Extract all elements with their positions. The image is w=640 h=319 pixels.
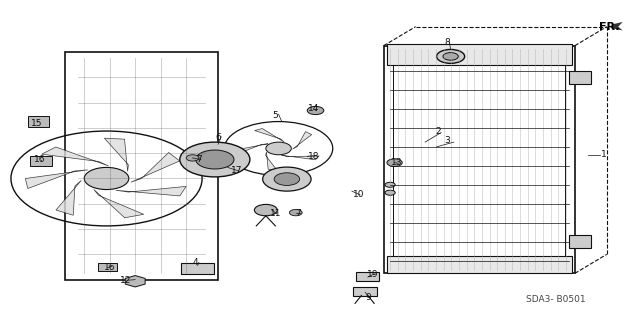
Text: 13: 13 [390,158,402,167]
Text: 9: 9 [365,293,371,301]
Circle shape [196,150,234,169]
Text: 8: 8 [445,38,451,47]
Circle shape [180,142,250,177]
Circle shape [84,167,129,189]
Text: 15: 15 [31,119,42,128]
Text: 7: 7 [295,209,301,218]
Polygon shape [255,129,284,142]
Circle shape [254,204,277,216]
Text: 16: 16 [104,263,115,271]
Polygon shape [131,152,180,182]
Text: SDA3- B0501: SDA3- B0501 [526,295,586,304]
Text: 5: 5 [273,111,278,120]
FancyBboxPatch shape [387,44,572,65]
Text: 1: 1 [601,150,607,159]
Text: 10: 10 [353,190,364,199]
FancyBboxPatch shape [181,263,214,274]
Circle shape [385,182,395,187]
Polygon shape [42,147,108,166]
Text: FR.: FR. [599,22,620,32]
Text: 16: 16 [34,155,45,164]
Circle shape [266,142,291,155]
Polygon shape [282,155,319,160]
Text: 3: 3 [445,136,451,145]
Text: 11: 11 [269,209,281,218]
Circle shape [443,53,458,60]
Circle shape [385,190,395,195]
FancyBboxPatch shape [99,263,117,271]
Text: 2: 2 [435,127,441,136]
Text: 19: 19 [367,271,379,279]
Polygon shape [94,189,144,218]
Circle shape [289,210,302,216]
FancyBboxPatch shape [387,256,572,273]
Polygon shape [266,152,276,170]
Text: 18: 18 [308,152,319,161]
Circle shape [262,167,311,191]
Text: 4: 4 [193,258,198,267]
Polygon shape [292,132,312,149]
Text: 6: 6 [215,133,221,142]
Circle shape [307,106,324,115]
FancyBboxPatch shape [353,286,378,296]
Text: 17: 17 [232,166,243,175]
Polygon shape [116,186,186,196]
Circle shape [387,159,402,167]
FancyBboxPatch shape [568,71,591,84]
Text: 7: 7 [196,155,202,164]
Polygon shape [26,170,88,189]
Polygon shape [236,144,268,154]
FancyBboxPatch shape [30,156,52,167]
Text: 12: 12 [120,276,131,285]
FancyBboxPatch shape [28,116,49,127]
Circle shape [186,155,199,161]
Polygon shape [56,180,81,215]
Circle shape [274,173,300,185]
Circle shape [436,49,465,63]
Polygon shape [612,22,623,31]
Text: 14: 14 [308,104,319,113]
Polygon shape [104,138,129,171]
FancyBboxPatch shape [356,272,380,281]
FancyBboxPatch shape [568,235,591,248]
